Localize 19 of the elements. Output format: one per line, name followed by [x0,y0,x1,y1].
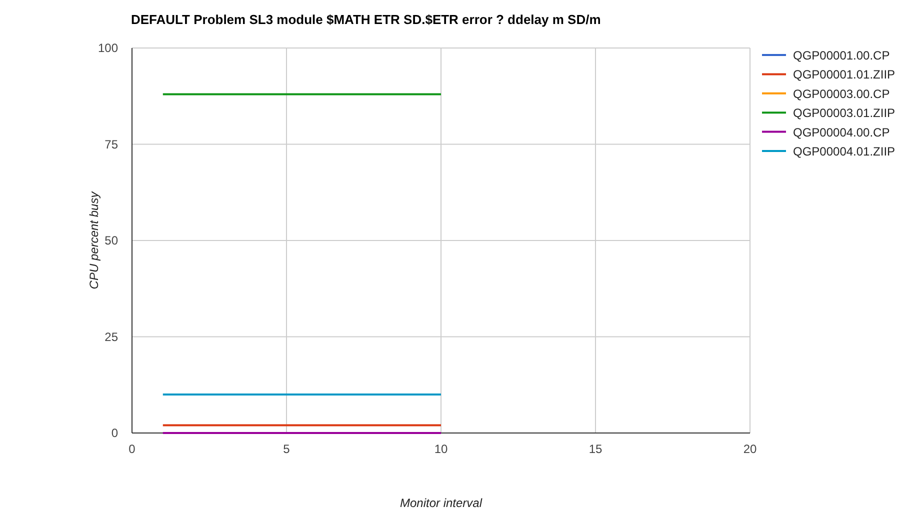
legend-label: QGP00004.01.ZIIP [793,144,896,158]
x-axis-title: Monitor interval [400,496,482,510]
y-tick-label: 50 [104,234,118,248]
legend-label: QGP00001.01.ZIIP [793,68,896,82]
legend-label: QGP00001.00.CP [793,48,890,62]
x-tick-label: 5 [283,442,290,456]
y-axis-title: CPU percent busy [87,190,101,290]
legend-label: QGP00004.00.CP [793,125,890,140]
x-tick-label: 10 [434,442,448,456]
legend-label: QGP00003.01.ZIIP [793,106,896,120]
x-tick-label: 0 [128,442,136,456]
y-tick-label: 75 [104,137,118,152]
chart-title: DEFAULT Problem SL3 module $MATH ETR SD.$ETR error ? ddelay m SD/m [131,12,601,27]
legend-label: QGP00003.00.CP [793,86,890,101]
y-tick-label: 100 [98,41,118,55]
x-tick-label: 20 [743,442,757,456]
x-tick-label: 15 [588,442,602,456]
y-tick-label: 25 [104,330,118,344]
y-tick-label: 0 [111,426,118,440]
